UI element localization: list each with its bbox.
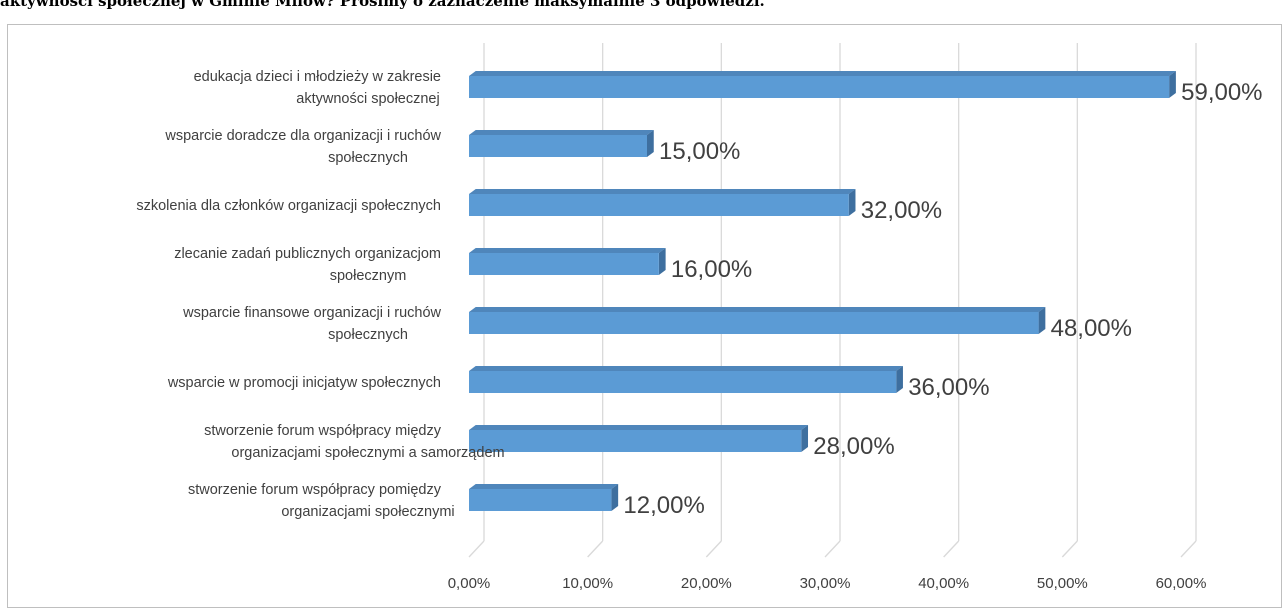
data-label: 28,00% — [813, 433, 894, 460]
bar-side-face — [647, 130, 654, 157]
gridline-floor — [468, 540, 485, 558]
category-label: edukacja dzieci i młodzieży w zakresie — [194, 69, 441, 85]
category-label: społecznych — [328, 150, 408, 166]
category-label: wsparcie finansowe organizacji i ruchów — [182, 305, 441, 321]
category-label: wsparcie w promocji inicjatyw społecznyc… — [167, 375, 441, 391]
bar — [469, 371, 897, 393]
bar-top-face — [469, 189, 856, 194]
x-tick-label: 50,00% — [1037, 575, 1088, 592]
gridline-floor — [824, 540, 841, 558]
bar-top-face — [469, 366, 903, 371]
bar — [469, 253, 659, 275]
bar-top-face — [469, 484, 619, 489]
bar — [469, 76, 1170, 98]
bar-side-face — [611, 484, 619, 511]
bar — [469, 312, 1039, 334]
category-label: społecznych — [328, 327, 408, 343]
bar-top-face — [469, 130, 654, 135]
category-label: szkolenia dla członków organizacji społe… — [136, 198, 441, 214]
category-label: społecznym — [330, 268, 407, 284]
page-title: aktywności społecznej w Gminie Milów? Pr… — [0, 0, 765, 10]
bar — [469, 430, 802, 452]
bar-side-face — [658, 248, 666, 275]
category-label: aktywności społecznej — [296, 91, 439, 107]
data-label: 59,00% — [1181, 79, 1262, 106]
bar-top-face — [469, 425, 809, 430]
bar-top-face — [469, 71, 1176, 76]
x-tick-label: 60,00% — [1156, 575, 1207, 592]
bar-side-face — [1038, 307, 1046, 334]
bar-side-face — [1169, 71, 1176, 98]
bar-top-face — [469, 248, 666, 253]
bar — [469, 489, 612, 511]
gridline-floor — [1061, 540, 1078, 558]
data-label: 16,00% — [671, 256, 752, 283]
x-tick-label: 10,00% — [562, 575, 613, 592]
x-tick-label: 0,00% — [448, 575, 491, 592]
bar — [469, 194, 849, 216]
data-label: 32,00% — [861, 197, 942, 224]
category-label: wsparcie doradcze dla organizacji i ruch… — [164, 128, 441, 144]
data-label: 12,00% — [623, 492, 704, 519]
gridline-floor — [1180, 540, 1197, 558]
category-label: zlecanie zadań publicznych organizacjom — [174, 246, 441, 262]
bar-chart: 0,00% 10,00% 20,00% 30,00% 40,00% 50,00% 60,00… — [136, 43, 1263, 592]
bar-top-face — [469, 307, 1046, 312]
data-label: 15,00% — [659, 138, 740, 165]
bar — [469, 135, 647, 157]
chart-frame: 0,00% 10,00% 20,00% 30,00% 40,00% 50,00% 60,00… — [7, 24, 1282, 608]
x-tick-label: 30,00% — [800, 575, 851, 592]
category-label: organizacjami społecznymi — [281, 504, 454, 520]
gridline-floor — [705, 540, 722, 558]
x-tick-label: 40,00% — [918, 575, 969, 592]
category-label: stworzenie forum współpracy między — [204, 423, 442, 439]
category-label: stworzenie forum współpracy pomiędzy — [188, 482, 442, 498]
x-tick-label: 20,00% — [681, 575, 732, 592]
bar-side-face — [801, 425, 809, 452]
gridline-floor — [587, 540, 604, 558]
data-label: 36,00% — [908, 374, 989, 401]
bar-side-face — [896, 366, 903, 393]
data-label: 48,00% — [1051, 315, 1132, 342]
gridline-floor — [943, 540, 960, 558]
category-label: organizacjami społecznymi a samorządem — [231, 445, 504, 461]
bar-side-face — [848, 189, 856, 216]
